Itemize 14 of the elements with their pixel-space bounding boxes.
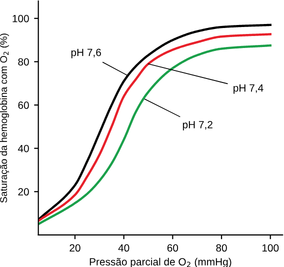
x-tick-label: 40 <box>118 244 130 252</box>
x-tick-label: 60 <box>167 244 178 252</box>
y-tick-label: 60 <box>18 102 29 109</box>
annotation: pH 7,4 <box>234 84 264 94</box>
y-tick-label: 40 <box>18 144 29 152</box>
y-tick-label: 20 <box>18 188 29 196</box>
y-tick-label: 100 <box>12 14 29 22</box>
x-tick-label: 80 <box>216 244 227 252</box>
y-axis-title: Saturação da hemoglobina com O$_{2}$ (%) <box>0 34 10 203</box>
y-tick-label: 80 <box>18 58 29 66</box>
annotation: pH 7,2 <box>182 120 212 130</box>
x-tick-label: 100 <box>262 244 279 252</box>
annotation: pH 7,6 <box>71 48 101 58</box>
x-tick-label: 20 <box>70 244 80 252</box>
